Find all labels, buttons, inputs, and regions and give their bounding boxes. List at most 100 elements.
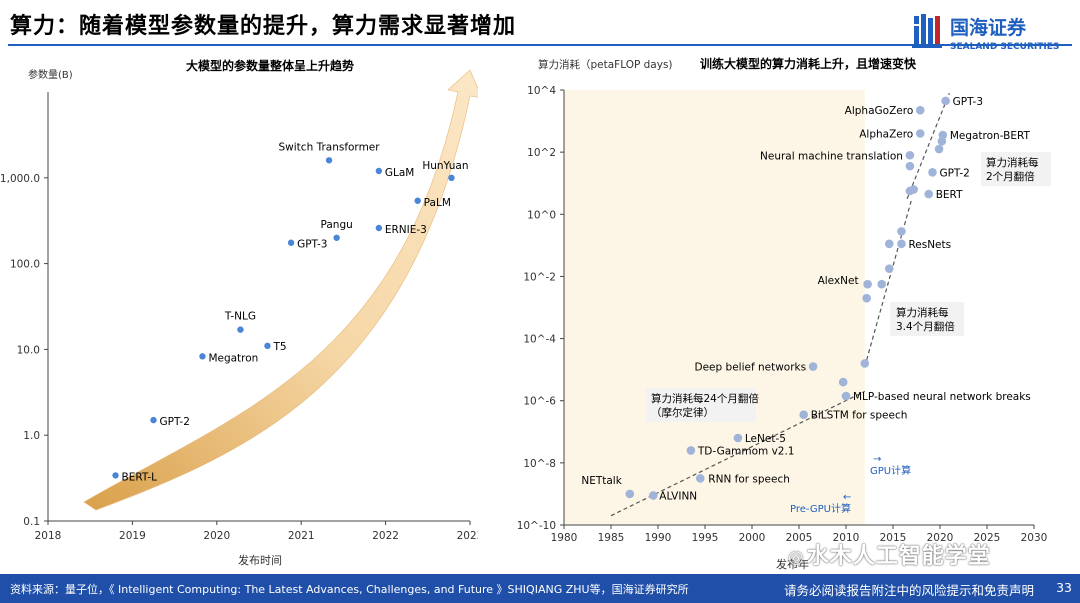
left-point-label: ERNIE-3 — [385, 224, 427, 236]
trend-line-2-months — [906, 92, 950, 199]
right-x-tick-label: 2025 — [974, 532, 1001, 544]
gpu-arrow-icon: → — [873, 454, 881, 465]
right-point-label: RNN for speech — [708, 473, 790, 485]
right-data-point — [696, 474, 705, 483]
left-y-tick-label: 10.0 — [17, 344, 40, 356]
left-point-label: T-NLG — [224, 311, 256, 323]
watermark-text: 水木人工智能学堂 — [806, 544, 991, 569]
page-title: 算力：随着模型参数量的提升，算力需求显著增加 — [10, 14, 517, 39]
left-point-label: Switch Transformer — [279, 141, 381, 153]
params-chart: 大模型的参数量整体呈上升趋势 参数量(B) 发布时间 0.1 1.0 10.0 100… — [0, 58, 478, 567]
right-data-point — [799, 410, 808, 419]
left-point-label: Megatron — [208, 352, 258, 364]
trend-arrow-icon — [83, 69, 478, 511]
right-data-point — [915, 129, 925, 138]
right-data-point — [941, 96, 950, 106]
left-data-point — [237, 326, 244, 333]
footer-source: 资料来源：量子位，《 Intelligent Computing: The La… — [10, 583, 689, 596]
right-data-point — [937, 136, 947, 146]
left-y-tick-label: 1.0 — [23, 430, 40, 442]
watermark: ◎水木人工智能学堂 — [788, 538, 991, 570]
mid-annotation-line1: 算力消耗每 — [896, 306, 949, 319]
right-data-point — [877, 279, 887, 289]
left-x-tick-label: 2021 — [288, 530, 315, 542]
right-data-point — [884, 239, 894, 249]
right-data-point — [884, 264, 894, 273]
left-y-label: 参数量(B) — [28, 68, 73, 81]
title-divider — [8, 44, 1072, 46]
left-data-point — [264, 342, 271, 350]
right-data-point — [897, 227, 906, 236]
left-x-label: 发布时间 — [238, 553, 282, 567]
pre-gpu-label: Pre-GPU计算 — [790, 502, 851, 515]
left-x-tick-label: 2018 — [35, 530, 62, 542]
right-y-tick-label: 10^-10 — [517, 520, 556, 532]
recent-annotation-line1: 算力消耗每 — [986, 156, 1039, 169]
right-x-tick-label: 1985 — [598, 532, 625, 544]
pre-gpu-arrow-icon: ← — [843, 492, 851, 503]
left-data-point — [112, 472, 119, 479]
right-point-label: AlexNet — [818, 275, 859, 287]
right-data-point — [924, 189, 934, 199]
left-y-tick-label: 100.0 — [10, 259, 40, 271]
right-data-point — [934, 144, 944, 154]
right-point-label: MLP-based neural network breaks — [853, 391, 1031, 403]
right-data-point — [625, 489, 635, 499]
left-point-label: HunYuan — [422, 160, 468, 172]
right-point-label: NETtalk — [581, 475, 622, 487]
right-data-point — [686, 446, 696, 455]
recent-annotation-line2: 2个月翻倍 — [986, 170, 1035, 183]
right-point-label: Megatron-BERT — [950, 130, 1031, 142]
right-point-label: GPT-3 — [953, 96, 983, 108]
right-point-label: Deep belief networks — [695, 362, 807, 374]
right-y-tick-label: 10^-2 — [523, 271, 556, 283]
right-data-point — [838, 377, 848, 387]
right-point-label: LeNet-5 — [745, 433, 786, 445]
gpu-label: GPU计算 — [870, 464, 911, 477]
right-chart-title: 训练大模型的算力消耗上升，且增速变快 — [700, 56, 917, 71]
left-point-label: GPT-3 — [297, 239, 327, 251]
left-data-point — [448, 174, 455, 181]
left-data-point — [375, 167, 383, 175]
right-y-tick-label: 10^0 — [527, 209, 556, 221]
compute-chart: 算力消耗（petaFLOP days) 训练大模型的算力消耗上升，且增速变快 发… — [517, 56, 1051, 571]
right-data-point — [841, 391, 851, 401]
moore-annotation-line2: （摩尔定律） — [651, 406, 714, 419]
right-data-point — [733, 433, 743, 443]
right-point-label: AlphaGoZero — [845, 105, 914, 117]
footer-disclaimer: 请务必阅读报告附注中的风险提示和免责声明 — [783, 583, 1034, 598]
right-point-label: GPT-2 — [939, 167, 969, 179]
logo-cn: 国海证券 — [950, 16, 1027, 39]
moore-annotation-line1: 算力消耗每24个月翻倍 — [651, 392, 759, 405]
left-data-point — [199, 353, 206, 360]
right-y-label: 算力消耗（petaFLOP days) — [538, 58, 673, 71]
company-logo: 国海证券 SEALAND SECURITIES — [912, 14, 1059, 52]
mid-annotation-line2: 3.4个月翻倍 — [896, 320, 955, 333]
right-x-tick-label: 2030 — [1021, 532, 1048, 544]
trend-line-moore — [610, 390, 866, 517]
logo-en: SEALAND SECURITIES — [950, 42, 1059, 52]
right-x-tick-label: 2020 — [927, 532, 954, 544]
left-point-label: T5 — [272, 341, 286, 353]
right-point-label: TD-Gammom v2.1 — [697, 445, 795, 457]
left-data-point — [325, 157, 333, 164]
left-y-tick-label: 1,000.0 — [0, 173, 40, 185]
left-chart-title: 大模型的参数量整体呈上升趋势 — [186, 58, 354, 73]
right-data-point — [915, 105, 925, 115]
right-point-label: BERT — [936, 189, 963, 201]
right-data-point — [649, 491, 658, 500]
left-data-point — [375, 224, 383, 232]
left-data-point — [287, 239, 295, 246]
left-data-point — [150, 416, 157, 424]
left-point-label: GPT-2 — [160, 416, 190, 428]
right-point-label: ALVINN — [659, 490, 697, 502]
right-x-label: 发布年 — [776, 557, 809, 571]
right-data-point — [905, 150, 915, 160]
right-data-point — [905, 161, 915, 171]
right-data-point — [860, 359, 870, 368]
left-point-label: PaLM — [424, 197, 451, 209]
right-y-tick-label: 10^-6 — [523, 396, 556, 408]
page-number: 33 — [1056, 580, 1072, 595]
moore-annotation-box — [646, 388, 756, 422]
right-data-point — [808, 362, 818, 371]
